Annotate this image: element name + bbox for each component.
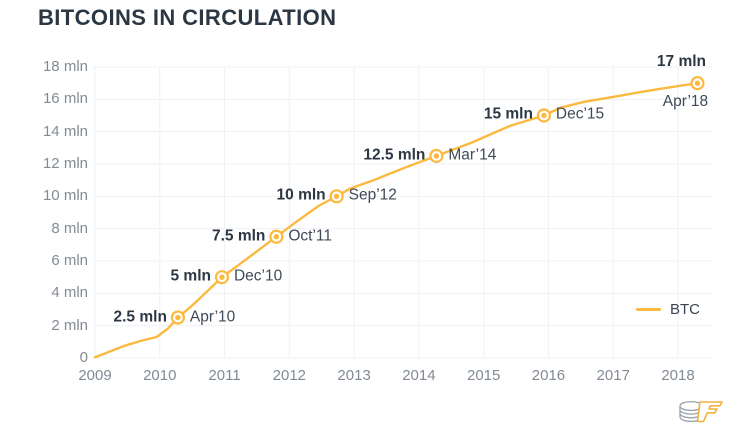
y-tick-label: 18 mln	[42, 58, 88, 76]
annotation-value: 7.5 mln	[211, 227, 266, 245]
annotation-value: 5 mln	[170, 267, 211, 285]
coin-stack-logo	[676, 395, 724, 427]
x-tick-label: 2018	[661, 367, 695, 384]
y-tick-label: 10 mln	[42, 187, 88, 205]
y-tick-label: 16 mln	[42, 90, 88, 108]
annotation-date: Dec’15	[555, 106, 605, 124]
data-point-marker-dot	[175, 314, 181, 321]
y-tick-label: 12 mln	[42, 155, 88, 173]
annotation-date: Dec’10	[233, 267, 283, 285]
y-tick-label: 4 mln	[51, 284, 88, 302]
legend: BTC	[636, 301, 700, 318]
data-point-marker-dot	[433, 153, 440, 159]
annotation-date: Apr’10	[189, 308, 236, 326]
x-tick-label: 2013	[337, 367, 371, 384]
x-tick-label: 2012	[272, 367, 307, 384]
annotation-value: 10 mln	[276, 186, 326, 204]
x-tick-label: 2011	[208, 367, 241, 384]
y-tick-label: 2 mln	[51, 316, 88, 334]
x-tick-label: 2017	[596, 367, 630, 384]
annotation-date: Sep’12	[348, 186, 397, 204]
annotation-value: 12.5 mln	[363, 146, 426, 164]
annotation-value: 15 mln	[483, 106, 533, 124]
chart-title: BITCOINS IN CIRCULATION	[38, 5, 337, 30]
data-point-marker-dot	[219, 274, 225, 280]
annotation-value: 17 mln	[656, 53, 707, 71]
x-tick-label: 2015	[466, 367, 501, 384]
y-tick-label: 14 mln	[42, 122, 88, 140]
data-point-marker-dot	[541, 112, 547, 119]
btc-series-line	[93, 81, 699, 359]
x-tick-label: 2014	[402, 367, 436, 384]
annotation-date: Apr’18	[662, 93, 709, 111]
annotation-date: Oct’11	[288, 227, 333, 245]
logo-f-glyph	[696, 401, 723, 423]
y-tick-label: 8 mln	[51, 219, 88, 237]
x-tick-label: 2016	[531, 367, 566, 384]
x-tick-label: 2010	[143, 367, 177, 384]
x-tick-label: 2009	[78, 367, 112, 384]
annotation-value: 2.5 mln	[113, 308, 167, 326]
legend-line-swatch	[636, 308, 661, 311]
annotation-date: Mar’14	[448, 146, 497, 164]
data-point-marker-dot	[333, 193, 340, 200]
y-tick-label: 0	[79, 349, 88, 367]
y-tick-label: 6 mln	[51, 252, 88, 270]
legend-label: BTC	[670, 301, 700, 318]
data-point-marker-dot	[694, 80, 701, 86]
data-point-marker-dot	[273, 234, 280, 240]
